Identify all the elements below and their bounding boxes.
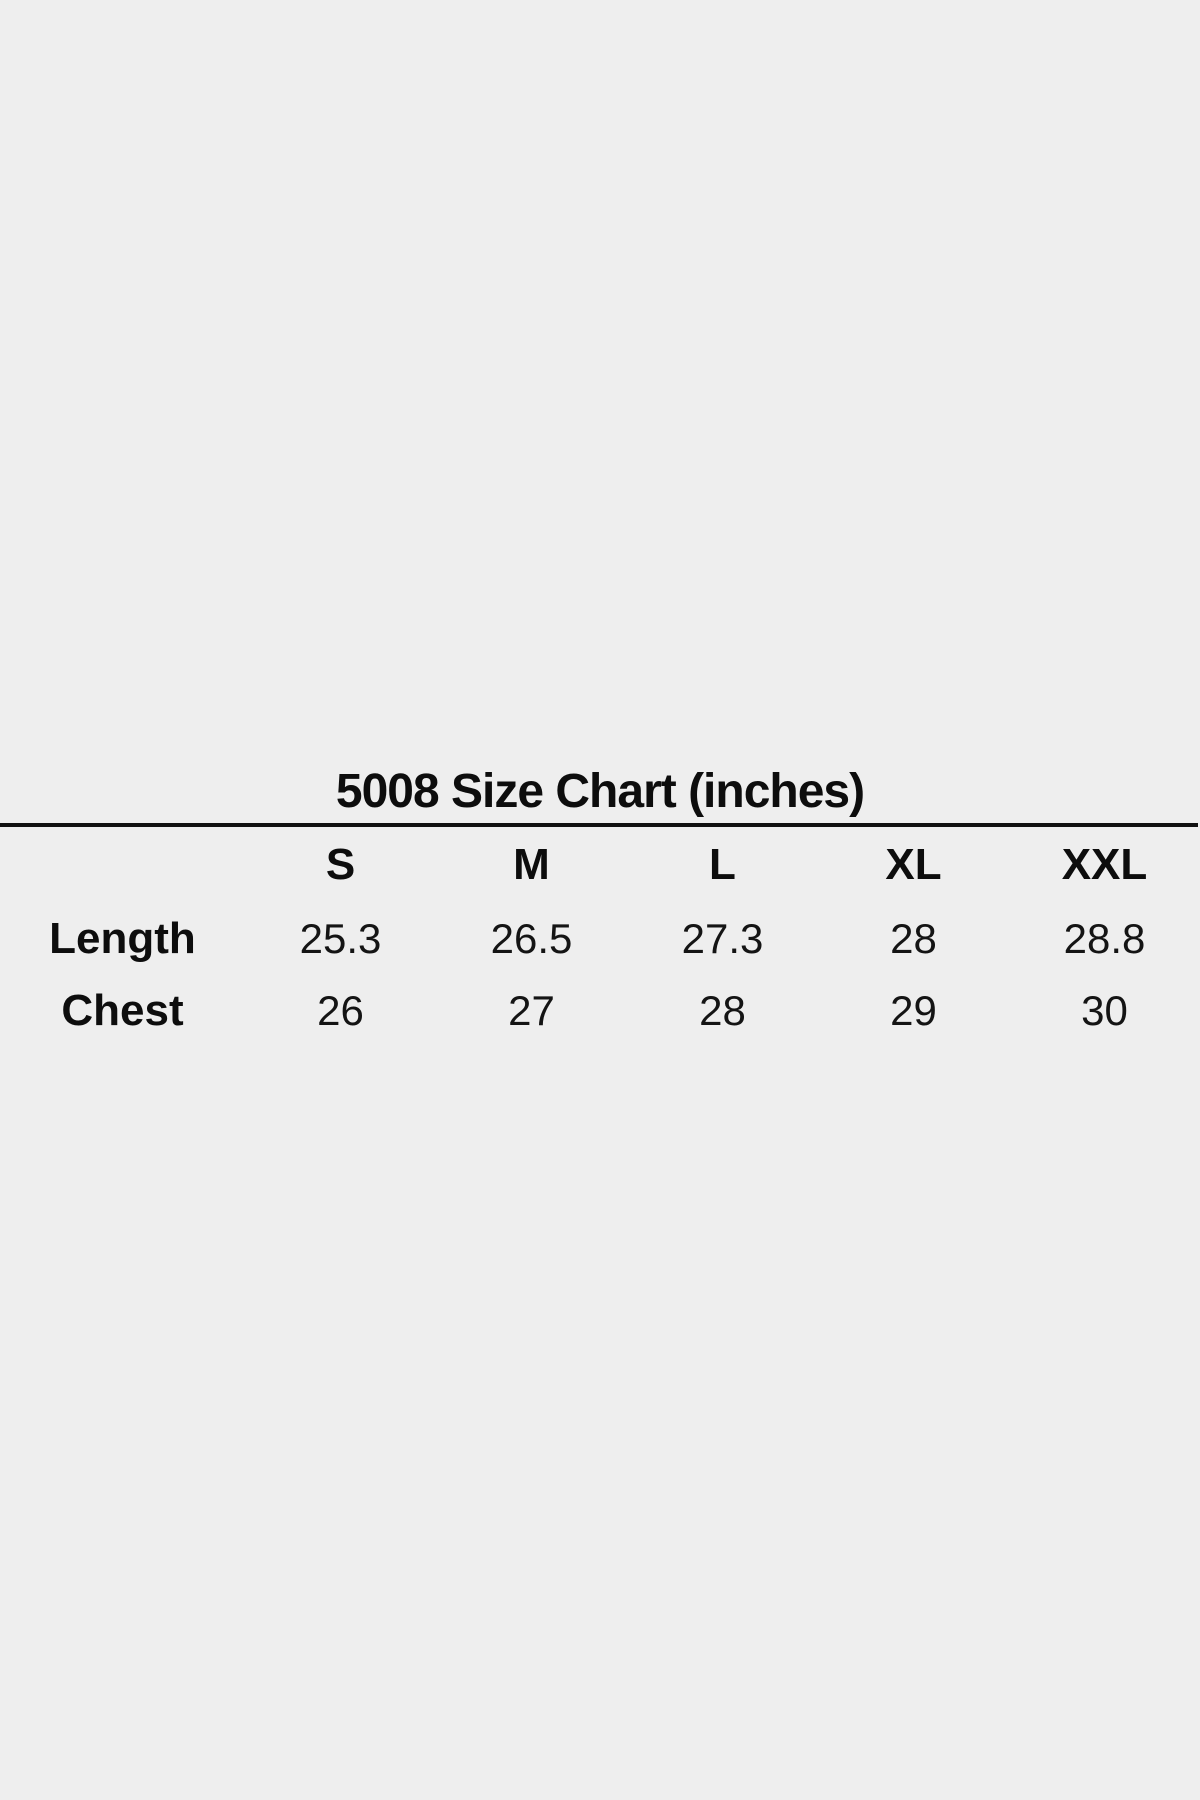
row-label-chest: Chest xyxy=(61,986,184,1035)
size-col-header-m: M xyxy=(513,840,550,889)
length-value-s: 25.3 xyxy=(299,915,382,962)
table-row-chest: Chest 26 27 28 29 30 xyxy=(0,975,1200,1047)
chest-value-s: 26 xyxy=(317,987,364,1034)
table-row-length: Length 25.3 26.5 27.3 28 28.8 xyxy=(0,903,1200,975)
title-divider-rule xyxy=(0,823,1198,827)
length-value-xxl: 28.8 xyxy=(1063,915,1146,962)
empty-corner-cell xyxy=(0,827,245,903)
size-col-header-l: L xyxy=(709,840,736,889)
chest-value-xl: 29 xyxy=(890,987,937,1034)
length-value-m: 26.5 xyxy=(490,915,573,962)
size-header-row: S M L XL XXL xyxy=(0,827,1200,903)
length-value-l: 27.3 xyxy=(681,915,764,962)
chest-value-xxl: 30 xyxy=(1081,987,1128,1034)
size-chart: 5008 Size Chart (inches) S M L XL XXL Le… xyxy=(0,765,1200,1047)
size-col-header-s: S xyxy=(325,840,356,889)
length-value-xl: 28 xyxy=(890,915,937,962)
row-label-length: Length xyxy=(49,914,196,963)
chest-value-m: 27 xyxy=(508,987,555,1034)
size-chart-title: 5008 Size Chart (inches) xyxy=(335,765,865,818)
size-col-header-xl: XL xyxy=(885,840,942,889)
chest-value-l: 28 xyxy=(699,987,746,1034)
size-col-header-xxl: XXL xyxy=(1061,840,1148,889)
size-table: S M L XL XXL Length 25.3 26.5 27.3 28 28… xyxy=(0,827,1200,1047)
